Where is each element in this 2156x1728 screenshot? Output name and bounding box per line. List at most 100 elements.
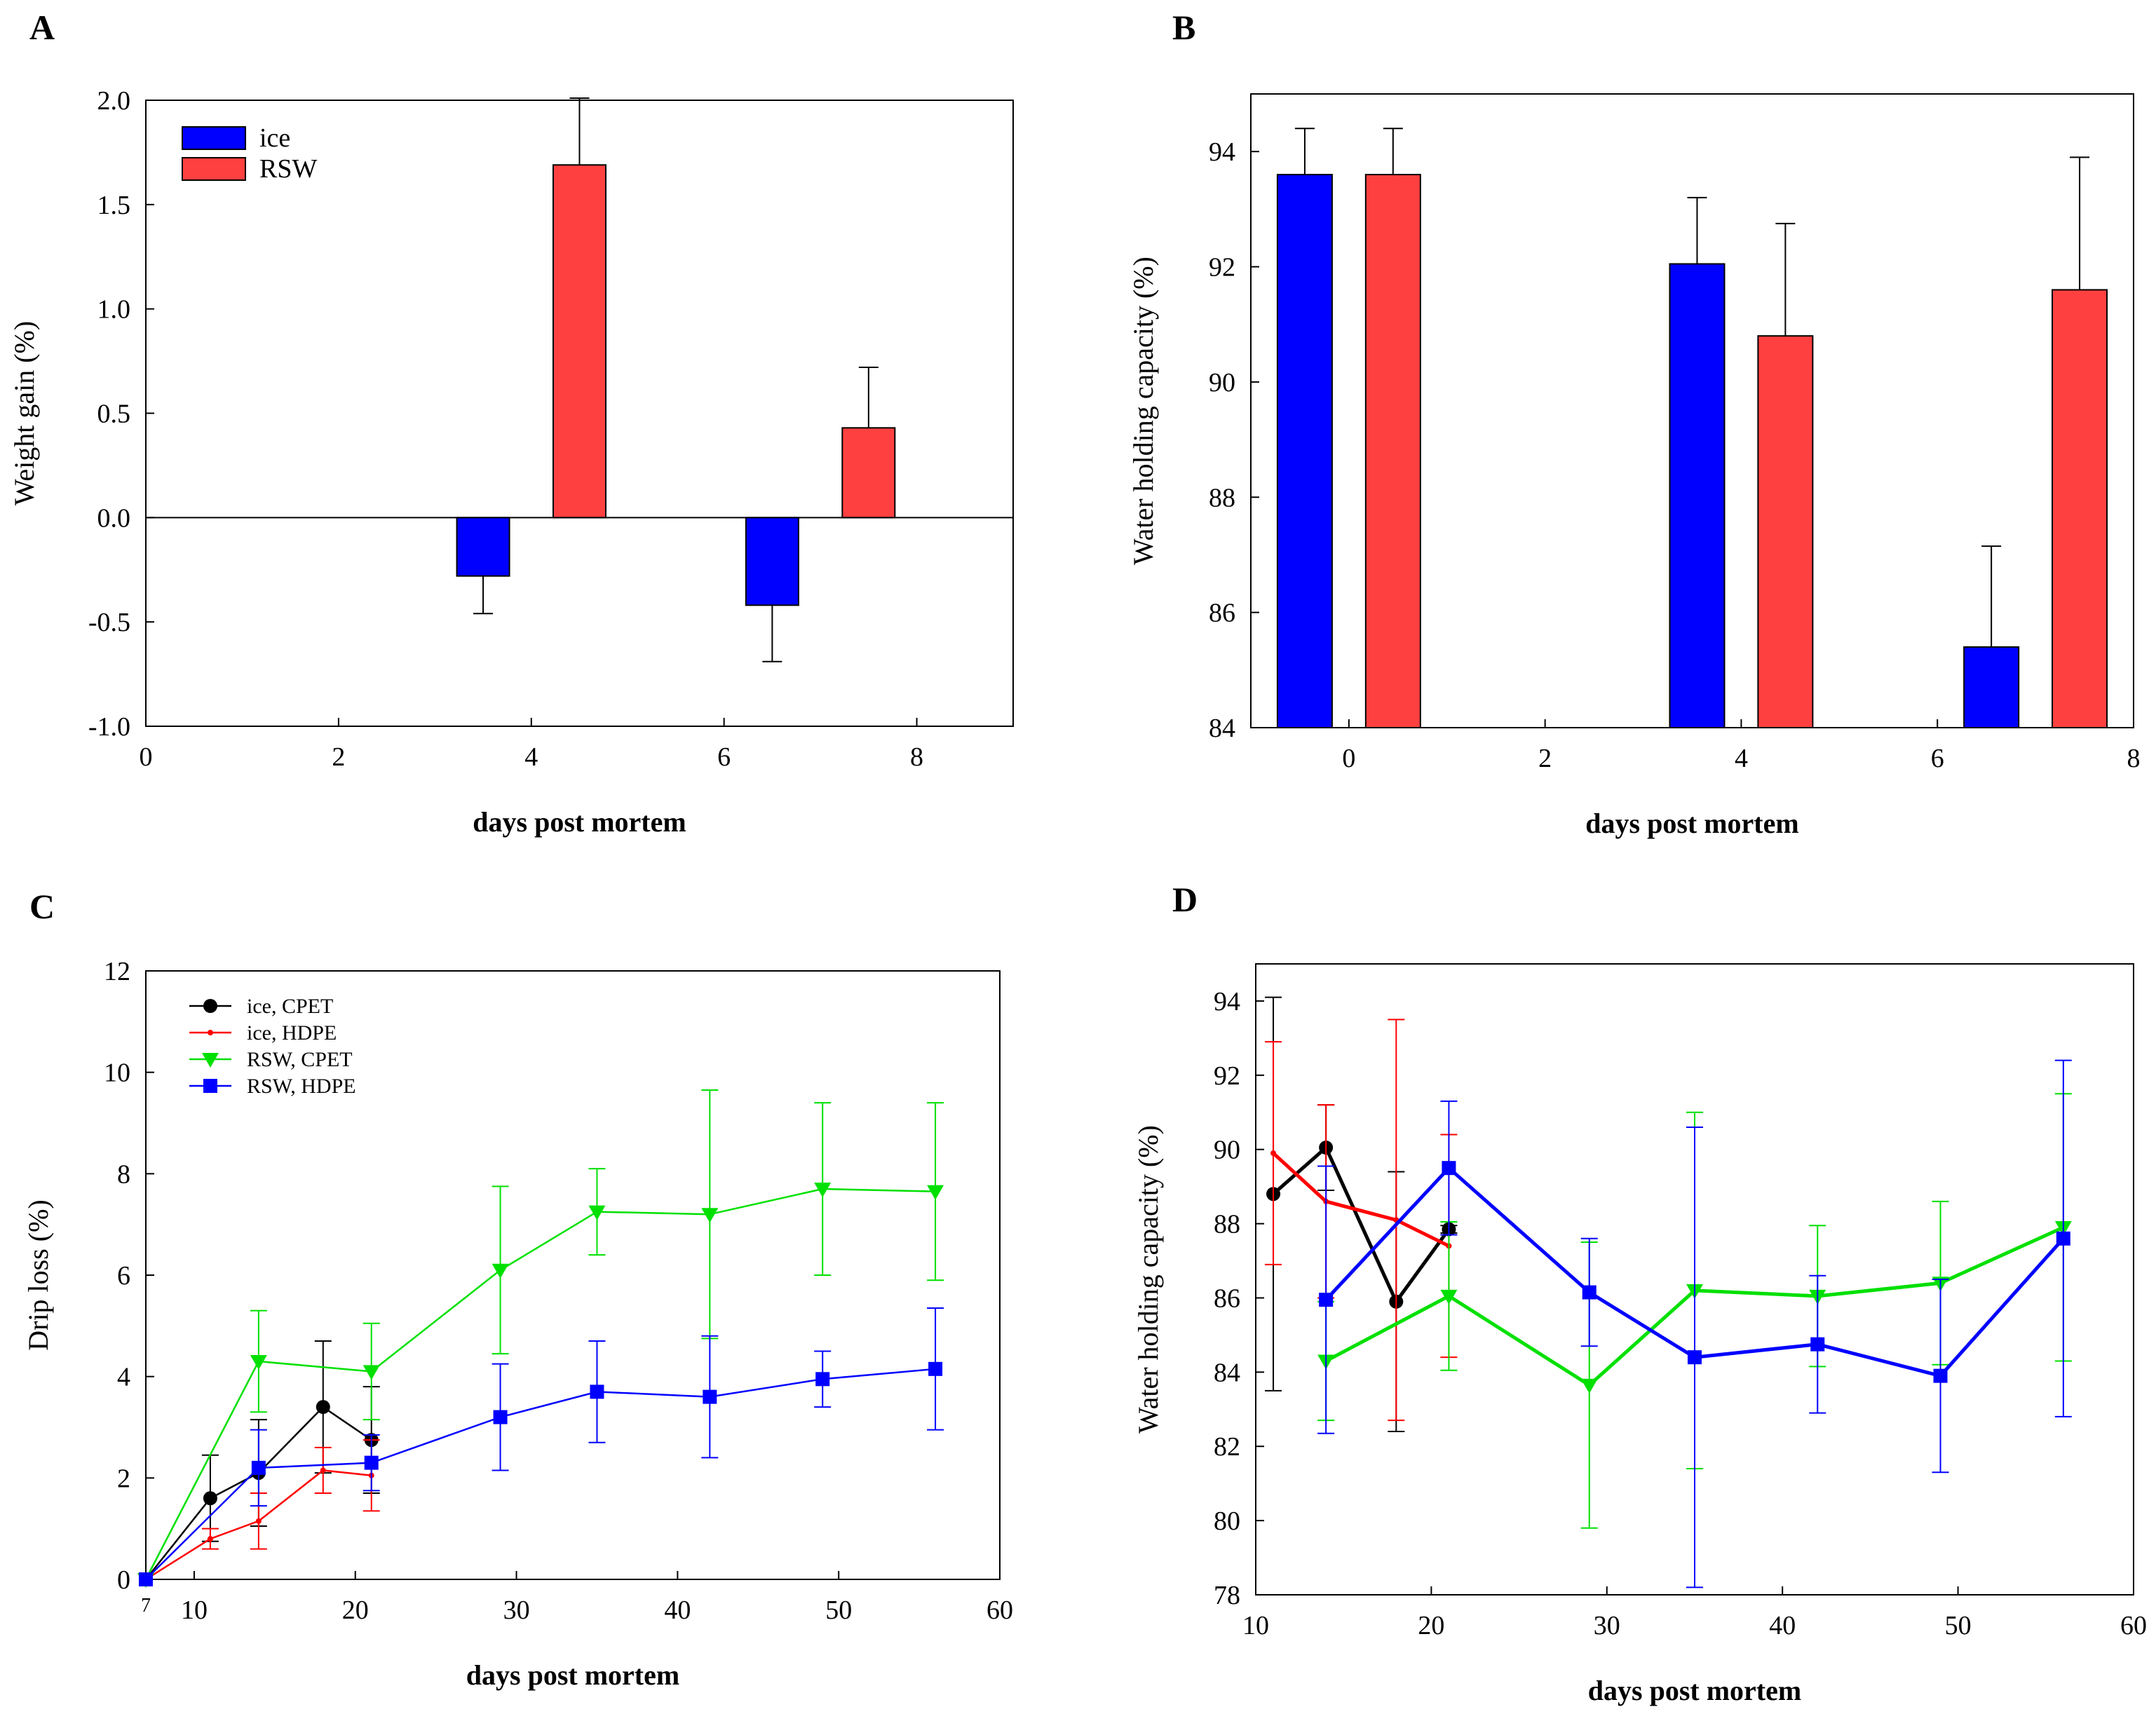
y-tick-label-d: 84 [1214,1358,1240,1387]
y-tick-label-d: 90 [1214,1136,1240,1165]
legend-marker-c [203,1079,217,1093]
x-tick-label-a: 4 [524,742,538,772]
data-point-d [1810,1337,1825,1352]
x-tick-label-d: 30 [1594,1611,1620,1640]
y-tick-label-c: 4 [117,1363,130,1392]
y-tick-label-b: 92 [1209,253,1235,283]
x-tick-label-a: 8 [910,742,923,772]
data-point-d [1442,1161,1456,1176]
data-point-d [2056,1231,2070,1246]
bar-a-ice [456,517,510,577]
y-tick-label-d: 92 [1214,1061,1240,1091]
data-point-c [590,1385,604,1399]
y-tick-label-d: 80 [1214,1506,1240,1536]
y-tick-label-a: 2.0 [97,86,131,116]
chart-b: 84 86 88 90 92 94 0 2 4 6 8 days post mortem Water h… [1127,93,2141,839]
x-tick-label-b: 6 [1931,744,1944,773]
panel-letter-d: D [1172,880,1198,919]
legend-marker-c [208,1030,213,1035]
x-tick-label-b: 2 [1538,744,1552,773]
panel-letter-c: C [29,887,55,926]
y-tick-label-c: 2 [117,1464,130,1493]
data-point-c [250,1354,267,1370]
y-tick-label-d: 88 [1214,1210,1240,1239]
legend-label-a: ice [259,123,290,153]
y-tick-label-c: 8 [117,1159,130,1189]
x-axis-label-b: days post mortem [1585,808,1798,839]
y-tick-label-d: 94 [1214,987,1240,1016]
y-tick-label-d: 78 [1214,1581,1240,1610]
bar-b-rsw [2052,289,2108,729]
series-line-c [144,1188,936,1580]
data-point-c [703,1389,717,1404]
data-point-c [814,1183,832,1198]
x-tick-label-d: 10 [1242,1611,1269,1640]
panel-letter-b: B [1172,8,1195,47]
bar-b-ice [1669,263,1726,729]
data-point-c [362,1365,380,1380]
y-tick-label-b: 84 [1209,714,1235,743]
data-point-c [815,1372,830,1387]
y-tick-label-c: 12 [104,957,130,986]
data-point-c [255,1518,262,1524]
y-tick-label-a: -1.0 [88,712,130,742]
legend-label-c: ice, CPET [247,995,333,1018]
data-point-d [1440,1289,1458,1305]
data-point-c [364,1455,379,1470]
data-point-c [139,1572,153,1586]
y-axis-label-d: Water holding capacity (%) [1132,1125,1164,1434]
data-point-d [1688,1350,1702,1365]
y-axis-label-c: Drip loss (%) [22,1199,54,1351]
legend-swatch-a [182,157,246,181]
data-point-c [251,1460,266,1475]
y-tick-label-c: 6 [117,1261,130,1291]
bar-b-ice [1276,174,1333,728]
data-point-c [927,1185,944,1200]
data-point-c [588,1205,606,1220]
data-point-d [1582,1285,1596,1300]
y-tick-label-d: 82 [1214,1432,1240,1462]
y-tick-label-b: 94 [1209,137,1235,167]
legend-label-a: RSW [259,154,317,184]
x-tick-label-c: 20 [342,1596,369,1625]
panel-letter-a: A [29,8,55,47]
data-point-c [320,1467,326,1474]
chart-d: 78 80 82 84 86 88 90 92 94 10 20 30 40 50 60 days post … [1132,963,2147,1706]
data-point-d [1319,1293,1334,1307]
y-tick-label-a: 1.5 [97,191,131,220]
y-tick-label-c: 10 [104,1059,130,1088]
y-tick-label-a: 0.5 [97,400,131,429]
data-point-c [491,1263,509,1279]
x-tick-label-d: 20 [1418,1611,1444,1640]
y-tick-label-b: 90 [1209,368,1235,397]
x-tick-label-b: 0 [1342,744,1355,773]
x-tick-label-c: 50 [825,1596,852,1625]
x-axis-label-d: days post mortem [1588,1675,1801,1706]
x-tick-label-a: 6 [717,742,731,772]
x-axis-label-c: days post mortem [466,1659,679,1691]
bar-b-rsw [1757,335,1814,728]
y-tick-label-a: 1.0 [97,295,131,325]
x-tick-label-d: 40 [1769,1611,1796,1640]
x-tick-label-c: 30 [503,1596,530,1625]
series-line-c [145,1368,936,1580]
x-tick-label-d: 50 [1945,1611,1972,1640]
data-point-c [928,1361,943,1376]
legend-label-c: RSW, HDPE [247,1075,356,1098]
x-tick-label-c: 10 [181,1596,208,1625]
y-tick-label-b: 86 [1209,599,1235,628]
legend-marker-c [202,1053,219,1068]
y-tick-label-a: 0.0 [97,503,131,533]
chart-a: -1.0 -0.5 0.0 0.5 1.0 1.5 2.0 0 2 4 6 8 days post mo… [8,86,1014,838]
chart-c: 0 2 4 6 8 10 12 7 10 20 30 40 50 60 days post mortem Dr… [22,957,1013,1691]
y-tick-label-b: 88 [1209,483,1235,512]
x-tick-label-c: 7 [141,1595,151,1617]
x-tick-label-d: 60 [2120,1611,2147,1640]
bar-a-rsw [841,427,896,519]
data-point-d [1580,1378,1598,1394]
data-point-c [203,1491,217,1506]
y-axis-label-a: Weight gain (%) [8,321,40,505]
data-point-c [701,1208,719,1223]
x-tick-label-b: 4 [1735,744,1748,773]
